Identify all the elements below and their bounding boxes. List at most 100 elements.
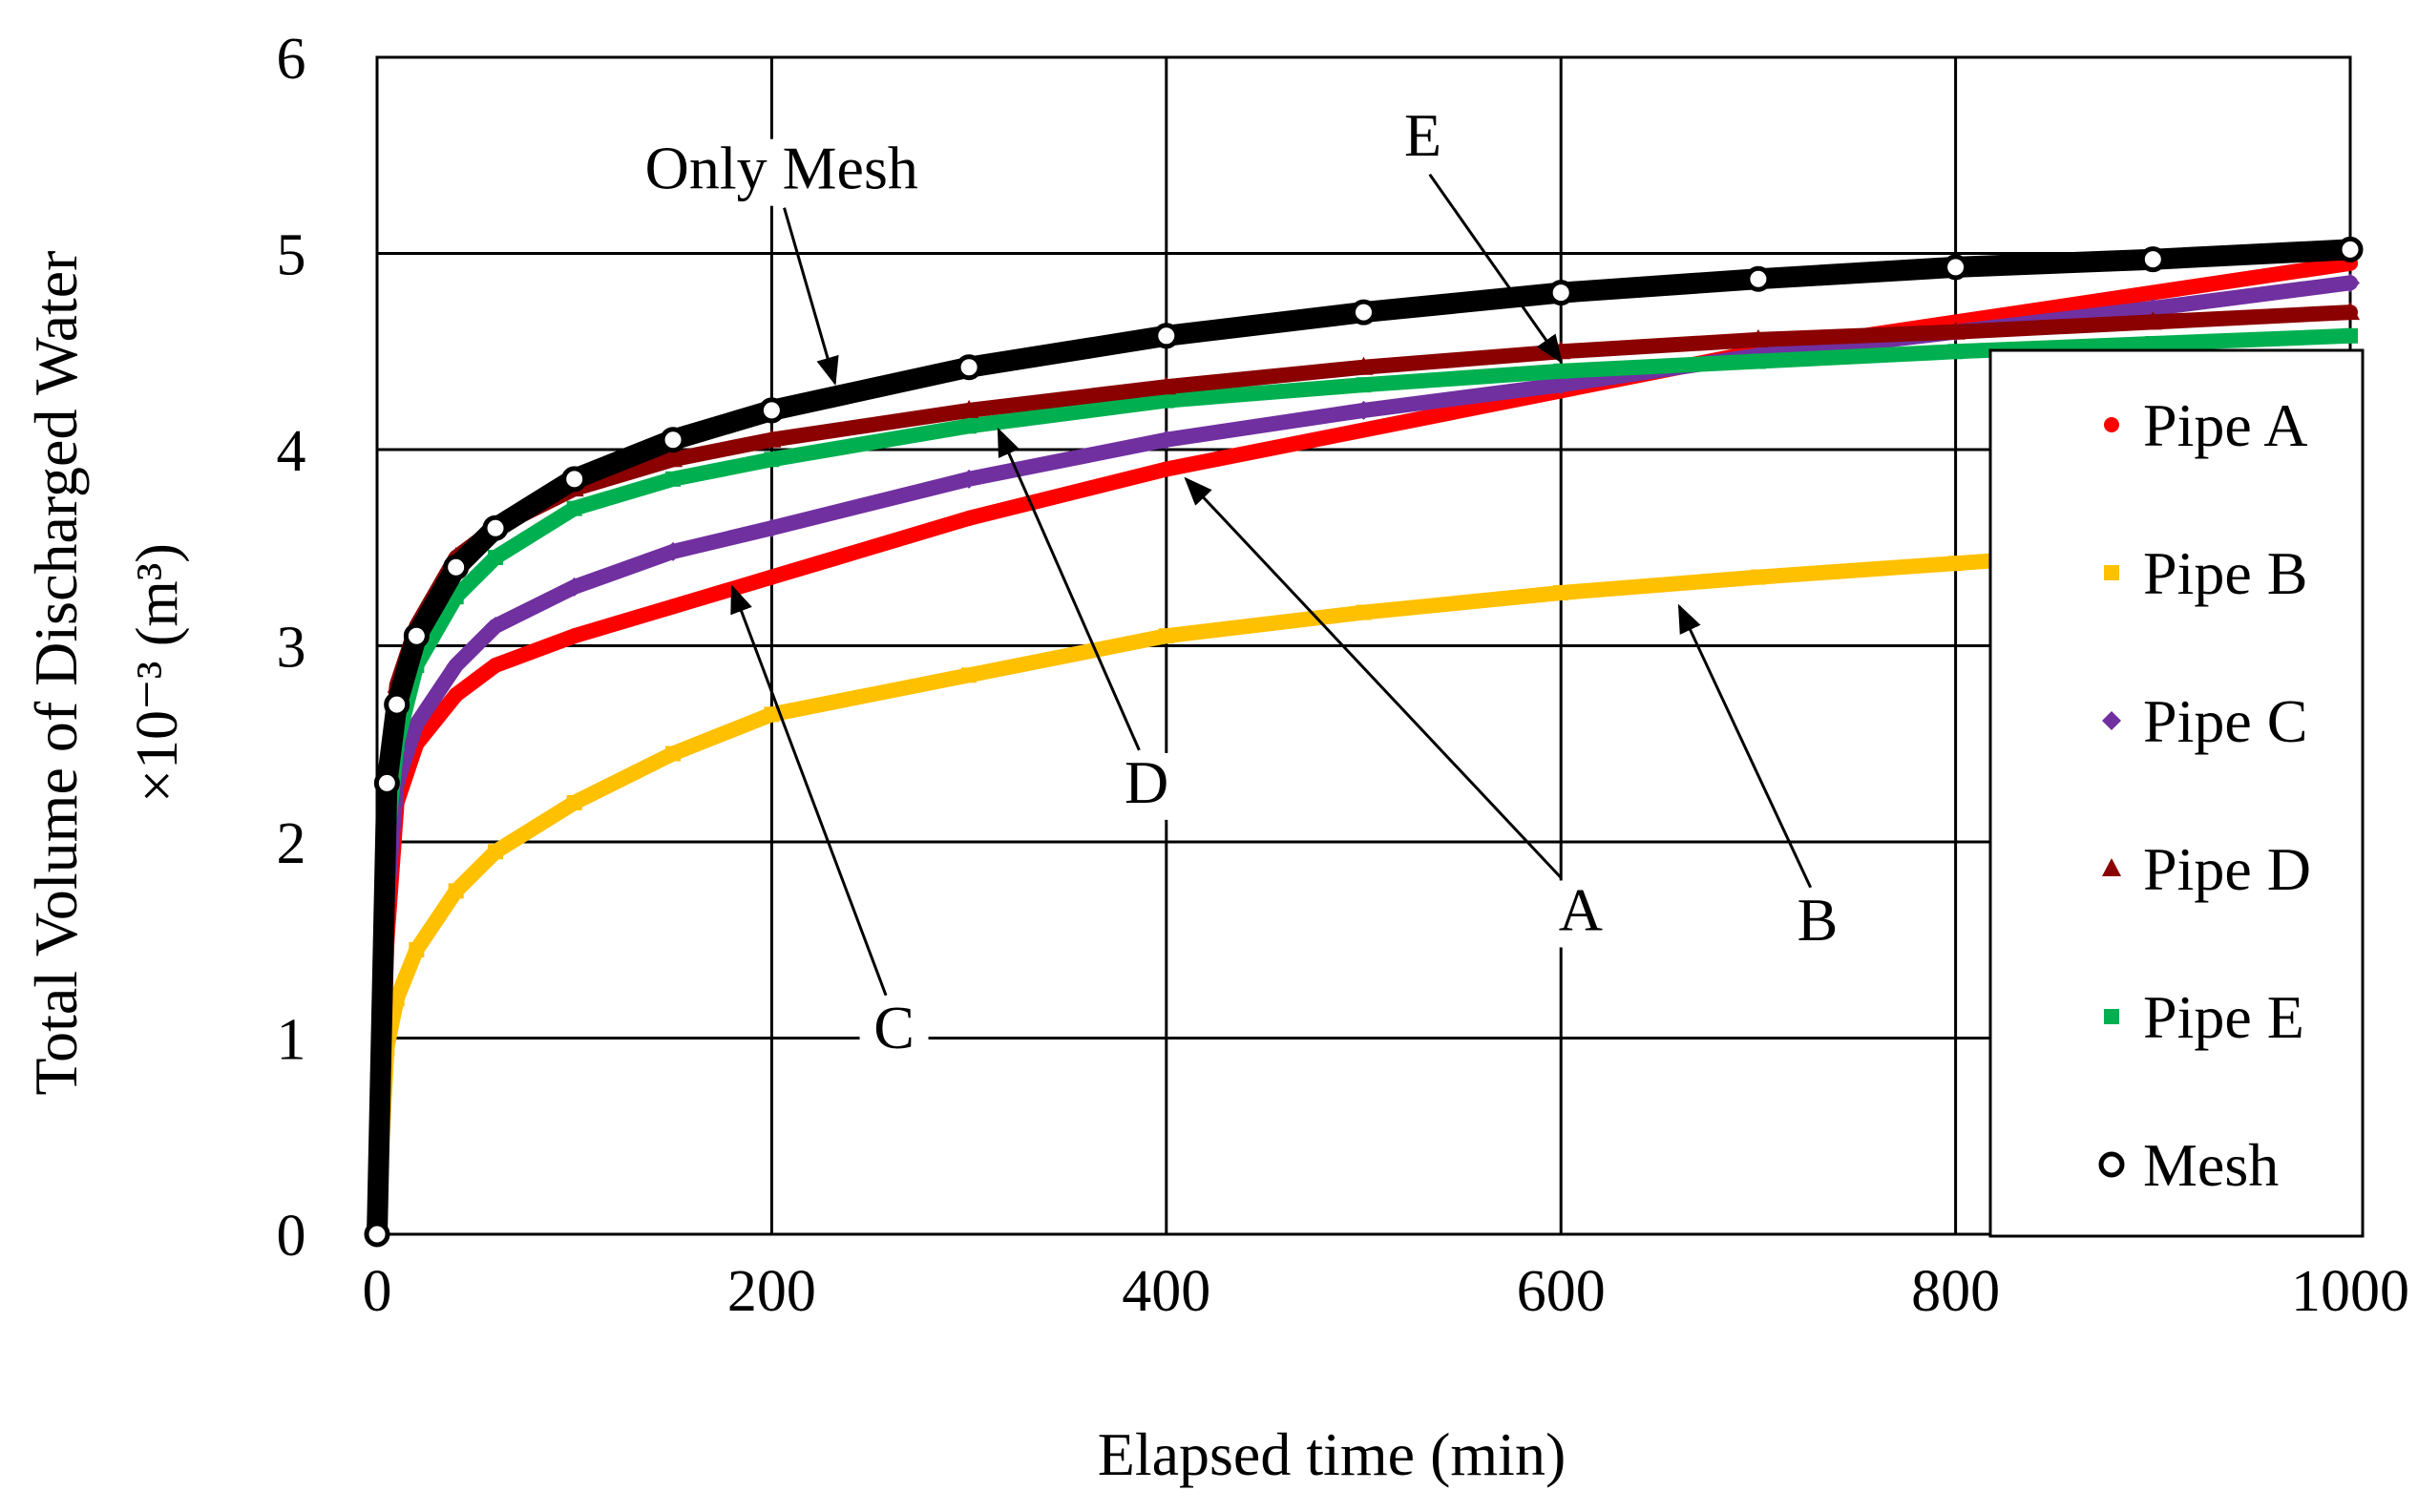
data-point	[389, 991, 405, 1007]
data-point	[961, 667, 978, 683]
legend-item-pipe-b: Pipe B	[2104, 539, 2307, 607]
data-point	[1356, 422, 1372, 438]
data-point	[482, 514, 509, 541]
annotation-arrow	[783, 207, 839, 387]
x-tick-label: 200	[727, 1259, 816, 1324]
data-point	[663, 541, 683, 561]
x-tick-label: 0	[363, 1259, 392, 1324]
x-tick-label: 600	[1517, 1259, 1606, 1324]
data-point	[762, 429, 782, 448]
annotation-c: C	[730, 584, 929, 1065]
data-point	[448, 686, 464, 703]
data-point	[961, 510, 978, 526]
annotation-label: A	[1559, 875, 1603, 943]
data-point	[1153, 323, 1180, 349]
legend-label: Pipe E	[2143, 983, 2304, 1051]
data-point	[561, 466, 588, 493]
legend-label: Pipe C	[2143, 687, 2307, 755]
data-point	[959, 399, 979, 418]
y-tick-label: 6	[277, 27, 306, 92]
data-point	[2139, 246, 2166, 273]
data-point	[1750, 353, 1766, 369]
data-point	[2343, 327, 2358, 344]
x-tick-label: 800	[1911, 1259, 2000, 1324]
legend-item-pipe-c: Pipe C	[2102, 687, 2307, 755]
data-point	[665, 746, 682, 762]
data-point	[407, 714, 427, 734]
data-point	[443, 554, 470, 580]
annotation-label: Only Mesh	[645, 135, 918, 202]
data-point	[764, 706, 780, 723]
data-point	[2143, 299, 2163, 319]
legend-label: Mesh	[2143, 1131, 2279, 1199]
annotation-background	[1388, 105, 1458, 173]
data-point	[1156, 430, 1176, 450]
y-axis-unit-label: ×10⁻³ (m³)	[125, 543, 190, 803]
data-point	[2337, 236, 2364, 262]
annotation-label: D	[1125, 748, 1168, 816]
data-point	[665, 471, 682, 487]
annotation-e: E	[1388, 101, 1563, 364]
data-point	[665, 598, 682, 615]
data-point	[1356, 604, 1372, 620]
legend-item-pipe-e: Pipe E	[2104, 983, 2304, 1051]
annotation-label: B	[1798, 886, 1839, 954]
series-mesh	[364, 236, 2364, 1248]
y-tick-label: 3	[277, 616, 306, 681]
legend-marker	[2102, 711, 2121, 730]
annotation-background	[1782, 890, 1852, 957]
legend: Pipe A Pipe B Pipe C Pipe D Pipe E Mesh	[1988, 348, 2365, 1238]
data-point	[1945, 321, 1966, 340]
legend-marker	[2104, 417, 2119, 432]
data-point	[448, 883, 464, 899]
annotation-background	[609, 138, 954, 206]
data-point	[2341, 273, 2360, 293]
annotation-b: B	[1677, 603, 1852, 957]
data-point	[566, 794, 582, 810]
axis-ticks: 0 200 400 600 800 1000 0 1 2 3 4 5 6	[277, 27, 2410, 1324]
data-point	[1748, 328, 1768, 347]
legend-item-pipe-a: Pipe A	[2104, 391, 2307, 459]
data-point	[564, 577, 584, 597]
data-point	[1553, 585, 1569, 601]
data-point	[663, 449, 683, 468]
data-point	[2145, 284, 2161, 301]
annotations: Only Mesh E D C A B	[609, 101, 1852, 1065]
data-point	[1156, 376, 1176, 395]
data-point	[1351, 299, 1377, 326]
legend-item-pipe-d: Pipe D	[2102, 835, 2311, 903]
y-tick-label: 5	[277, 223, 306, 288]
y-tick-label: 4	[277, 419, 306, 484]
data-point	[446, 656, 466, 676]
annotation-background	[1545, 880, 1615, 948]
data-point	[959, 469, 979, 489]
annotation-background	[859, 998, 929, 1065]
data-point	[566, 628, 582, 644]
legend-marker	[2102, 858, 2121, 876]
annotation-arrow	[1184, 476, 1563, 879]
annotation-arrow	[997, 427, 1141, 751]
annotation-d: D	[997, 427, 1182, 820]
legend-marker	[2098, 1151, 2125, 1178]
y-tick-label: 1	[277, 1008, 306, 1073]
data-point	[364, 1221, 390, 1248]
data-point	[373, 769, 400, 796]
x-tick-label: 400	[1122, 1259, 1210, 1324]
data-point	[1158, 628, 1174, 644]
data-point	[764, 569, 780, 585]
data-point	[384, 691, 410, 718]
data-point	[1947, 344, 1964, 360]
data-point	[2145, 336, 2161, 352]
data-point	[488, 658, 504, 674]
data-point	[1158, 392, 1174, 409]
x-axis-label: Elapsed time (min)	[1098, 1420, 1566, 1488]
data-point	[1947, 556, 1964, 572]
data-point	[486, 616, 506, 636]
legend-marker	[2104, 565, 2119, 580]
data-point	[2341, 302, 2360, 321]
annotation-background	[1112, 752, 1182, 820]
data-point	[488, 550, 504, 566]
data-point	[409, 942, 425, 958]
data-point	[1354, 400, 1374, 420]
